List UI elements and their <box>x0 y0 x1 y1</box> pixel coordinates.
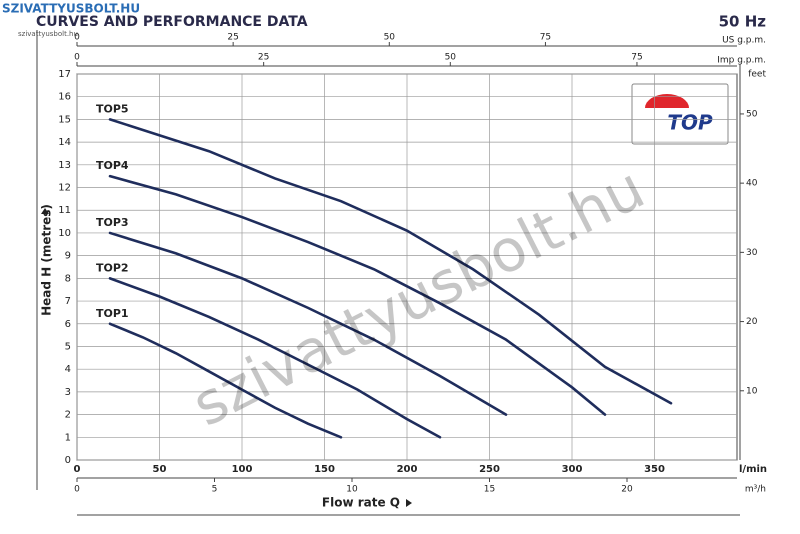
x-tick-label: 150 <box>314 464 335 475</box>
bottom-tick-label: 0 <box>74 485 80 495</box>
arrow <box>41 208 49 214</box>
series-label: TOP5 <box>96 102 129 115</box>
top-tick-label: 0 <box>74 53 80 63</box>
y-tick-label: 3 <box>65 387 71 398</box>
x-tick-label: 300 <box>562 464 583 475</box>
bottom-tick-label: 15 <box>484 485 495 495</box>
curve <box>108 322 343 439</box>
series-label: TOP4 <box>96 159 129 172</box>
y-tick-label: 17 <box>58 69 71 80</box>
top-tick-label: 50 <box>445 53 457 63</box>
x-tick-label: 0 <box>74 464 81 475</box>
right-tick-label: 10 <box>746 386 758 396</box>
top-tick-label: 25 <box>258 53 269 63</box>
x-tick-label: 50 <box>153 464 167 475</box>
curve <box>108 231 508 416</box>
y-tick-label: 5 <box>65 341 71 352</box>
chart-title: CURVES AND PERFORMANCE DATA <box>36 14 308 30</box>
bottom-tick-label: 5 <box>212 485 218 495</box>
bottom-tick-label: 10 <box>346 485 358 495</box>
right-tick-label: 20 <box>746 317 758 327</box>
arrow <box>406 499 412 507</box>
x-tick-label: 200 <box>397 464 418 475</box>
top-tick-label: 75 <box>631 53 642 63</box>
right-tick-label: 30 <box>746 248 758 258</box>
series-label: TOP3 <box>96 216 129 229</box>
top-axis-label: US g.p.m. <box>722 36 766 46</box>
top-tick-label: 0 <box>74 33 80 43</box>
y-tick-label: 7 <box>65 296 71 307</box>
y-tick-label: 2 <box>65 410 71 421</box>
y-tick-label: 10 <box>58 228 71 239</box>
x-tick-label: 350 <box>644 464 665 475</box>
curve <box>108 277 442 439</box>
top-tick-label: 50 <box>384 33 396 43</box>
right-axis-label: feet <box>748 70 766 80</box>
y-tick-label: 16 <box>58 92 71 103</box>
y-tick-label: 9 <box>65 251 71 262</box>
x-tick-label: 100 <box>232 464 253 475</box>
site-name: SZIVATTYUSBOLT.HU <box>2 2 140 16</box>
y-axis-label: Head H (metres) <box>40 204 54 316</box>
curve <box>108 118 673 405</box>
bottom-axis-label: m³/h <box>745 485 766 495</box>
y-tick-label: 0 <box>65 455 71 466</box>
top-tick-label: 75 <box>540 33 551 43</box>
frequency: 50 Hz <box>719 13 767 31</box>
series-label: TOP1 <box>96 307 129 320</box>
y-tick-label: 6 <box>65 319 71 330</box>
y-tick-label: 8 <box>65 273 71 284</box>
curve <box>108 174 607 416</box>
y-tick-label: 4 <box>65 364 71 375</box>
logo-text: TOP <box>667 111 713 135</box>
y-tick-label: 13 <box>58 160 71 171</box>
top-axis-label: Imp g.p.m. <box>717 56 766 66</box>
y-tick-label: 14 <box>58 137 71 148</box>
logo: TOP <box>631 83 729 145</box>
y-tick-label: 12 <box>58 183 71 194</box>
right-tick-label: 40 <box>746 179 758 189</box>
x-axis-label: Flow rate Q <box>322 496 400 510</box>
y-tick-label: 15 <box>58 114 71 125</box>
top-tick-label: 25 <box>227 33 238 43</box>
x-unit: l/min <box>739 464 767 475</box>
series-label: TOP2 <box>96 261 129 274</box>
bottom-tick-label: 20 <box>621 485 633 495</box>
right-tick-label: 50 <box>746 109 758 119</box>
y-tick-label: 11 <box>58 205 71 216</box>
site-small: szivattyusbolt.hu <box>18 30 78 38</box>
x-tick-label: 250 <box>479 464 500 475</box>
y-tick-label: 1 <box>65 432 71 443</box>
